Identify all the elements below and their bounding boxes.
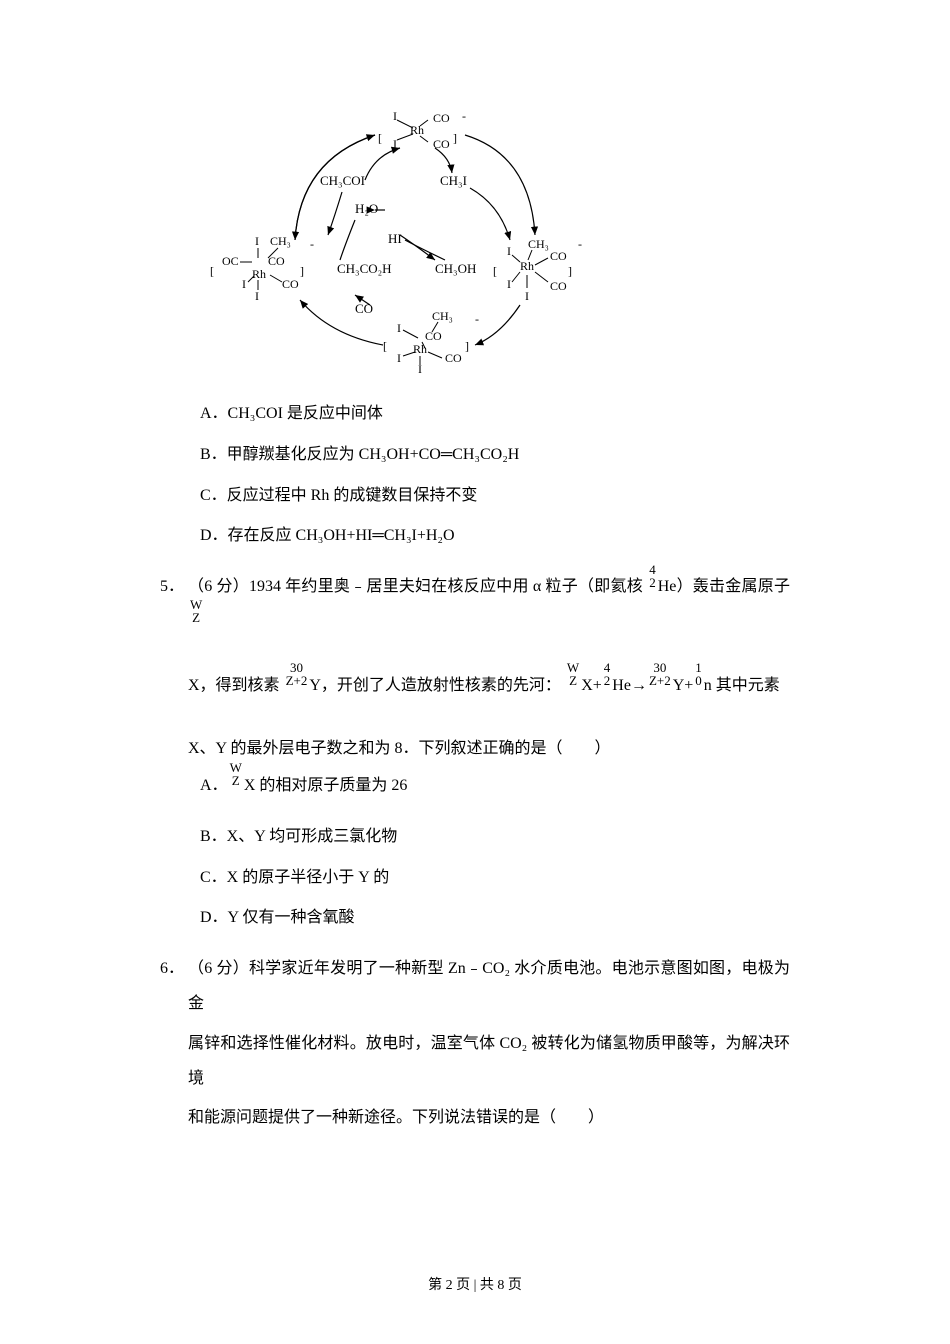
- node-ch3i: CH₃I: [440, 173, 467, 188]
- node-bottom-complex: [ I CH₃ CO Rh I CO I ] -: [383, 309, 479, 376]
- cycle-svg: [ ICO Rh ICO ] - CH₃COI CH₃I H₂O HI [ OC…: [200, 100, 600, 380]
- q5-option-c: C．X 的原子半径小于 Y 的: [200, 864, 790, 893]
- svg-text:Rh: Rh: [520, 259, 534, 273]
- q4-option-b: B．甲醇羰基化反应为 CH₃OH+CO═CH₃CO₂H: [200, 441, 790, 470]
- node-top-complex: [ ICO Rh ICO ] -: [378, 109, 466, 151]
- svg-text:OC: OC: [222, 254, 239, 268]
- eq-he-nuclide: 42: [604, 661, 611, 687]
- svg-text:CO: CO: [425, 329, 442, 343]
- q5-text-1b: ）轰击金属原子: [676, 578, 790, 595]
- q5-stem-line1: 5． （6 分）1934 年约里奥﹣居里夫妇在核反应中用 α 粒子（即氦核 42…: [160, 569, 790, 639]
- q5-text-2c: 其中元素: [712, 677, 780, 694]
- eq-y-nuclide: 30Z+2: [649, 661, 671, 687]
- y-nuclide: 30Z+2: [286, 661, 308, 687]
- y-symbol: Y: [309, 677, 321, 694]
- q5-a-text: X 的相对原子质量为 26: [244, 777, 408, 794]
- svg-text:CO: CO: [550, 279, 567, 293]
- svg-text:Rh: Rh: [410, 123, 424, 137]
- q6-text-1: 科学家近年发明了一种新型 Zn﹣CO₂ 水介质电池。电池示意图如图，电极为金: [188, 960, 790, 1012]
- svg-text:]: ]: [465, 339, 469, 353]
- svg-text:]: ]: [300, 264, 304, 278]
- svg-text:CO: CO: [445, 351, 462, 365]
- q5-text-2b: ，开创了人造放射性核素的先河：: [321, 677, 561, 694]
- q6-points: （6 分）: [188, 960, 249, 977]
- node-ch3coi: CH₃COI: [320, 173, 365, 188]
- footer-after: 页: [504, 1278, 522, 1293]
- node-left-complex: [ OC I CH₃ CO Rh I CO I ] -: [210, 234, 314, 303]
- svg-text:CO: CO: [433, 111, 450, 125]
- footer-current-page: 2: [446, 1278, 453, 1293]
- footer-mid: 页 | 共: [453, 1278, 498, 1293]
- svg-text:I: I: [255, 289, 259, 303]
- page-footer: 第 2 页 | 共 8 页: [0, 1274, 950, 1294]
- q5-stem-line3: X、Y 的最外层电子数之和为 8．下列叙述正确的是（ ）: [188, 731, 790, 766]
- q6-stem-line3: 和能源问题提供了一种新途径。下列说法错误的是（ ）: [188, 1100, 790, 1135]
- eq-x: X+: [581, 677, 602, 694]
- svg-text:I: I: [525, 289, 529, 303]
- footer-before: 第: [428, 1278, 446, 1293]
- svg-text:CH₃: CH₃: [270, 234, 291, 248]
- svg-text:I: I: [242, 277, 246, 291]
- q5-option-b: B．X、Y 均可形成三氯化物: [200, 823, 790, 852]
- svg-text:CH₃: CH₃: [528, 237, 549, 251]
- q5-option-a: A．WZX 的相对原子质量为 26: [200, 772, 790, 801]
- svg-text:I: I: [507, 277, 511, 291]
- node-hi: HI: [388, 231, 402, 246]
- svg-text:-: -: [578, 237, 582, 251]
- eq-n-nuclide: 10: [695, 661, 702, 687]
- q5-text-1a: 1934 年约里奥﹣居里夫妇在核反应中用 α 粒子（即氦核: [249, 578, 643, 595]
- eq-he: He→: [612, 677, 647, 694]
- wz-nuclide: WZ: [190, 598, 202, 624]
- svg-text:I: I: [397, 321, 401, 335]
- svg-text:Rh: Rh: [252, 267, 266, 281]
- node-h2o: H₂O: [355, 201, 378, 216]
- q5-points: （6 分）: [188, 578, 249, 595]
- q6-number: 6．: [160, 951, 184, 986]
- svg-text:-: -: [462, 109, 466, 123]
- node-co: CO: [355, 301, 373, 316]
- svg-text:-: -: [475, 312, 479, 326]
- svg-text:[: [: [210, 264, 214, 278]
- svg-text:Rh: Rh: [413, 342, 427, 356]
- svg-text:I: I: [255, 234, 259, 248]
- q5-a-prefix: A．: [200, 777, 228, 794]
- reaction-cycle-diagram: [ ICO Rh ICO ] - CH₃COI CH₃I H₂O HI [ OC…: [200, 100, 600, 380]
- node-right-complex: [ I CH₃ Rh CO I CO I ] -: [493, 237, 582, 303]
- q6-stem-line2: 属锌和选择性催化材料。放电时，温室气体 CO₂ 被转化为储氢物质甲酸等，为解决环…: [188, 1026, 790, 1096]
- svg-text:-: -: [310, 237, 314, 251]
- q5-text-2a: X，得到核素: [188, 677, 280, 694]
- q6-stem-line1: 6． （6 分）科学家近年发明了一种新型 Zn﹣CO₂ 水介质电池。电池示意图如…: [160, 951, 790, 1021]
- svg-text:I: I: [507, 244, 511, 258]
- svg-text:CO: CO: [550, 249, 567, 263]
- he-symbol: He: [658, 578, 677, 595]
- q5-option-d: D．Y 仅有一种含氧酸: [200, 904, 790, 933]
- svg-text:]: ]: [568, 264, 572, 278]
- svg-text:[: [: [493, 264, 497, 278]
- svg-text:CH₃: CH₃: [432, 309, 453, 323]
- q5-number: 5．: [160, 569, 184, 604]
- svg-text:]: ]: [453, 131, 457, 145]
- eq-n: n: [704, 677, 712, 694]
- svg-text:CO: CO: [268, 254, 285, 268]
- q5-a-nuclide: WZ: [230, 761, 242, 787]
- svg-text:[: [: [383, 339, 387, 353]
- he-nuclide: 42: [649, 563, 656, 589]
- svg-text:[: [: [378, 131, 382, 145]
- svg-text:I: I: [397, 351, 401, 365]
- node-ch3oh: CH₃OH: [435, 261, 476, 276]
- svg-text:CO: CO: [282, 277, 299, 291]
- node-ch3co2h: CH₃CO₂H: [337, 261, 392, 276]
- q4-option-a: A．CH₃COI 是反应中间体: [200, 400, 790, 429]
- eq-x-nuclide: WZ: [567, 661, 579, 687]
- q5-stem-line2: X，得到核素 30Z+2Y，开创了人造放射性核素的先河： WZX+42He→30…: [188, 668, 790, 703]
- svg-text:I: I: [393, 109, 397, 123]
- q4-option-d: D．存在反应 CH₃OH+HI═CH₃I+H₂O: [200, 522, 790, 551]
- q4-option-c: C．反应过程中 Rh 的成键数目保持不变: [200, 482, 790, 511]
- eq-y: Y+: [673, 677, 694, 694]
